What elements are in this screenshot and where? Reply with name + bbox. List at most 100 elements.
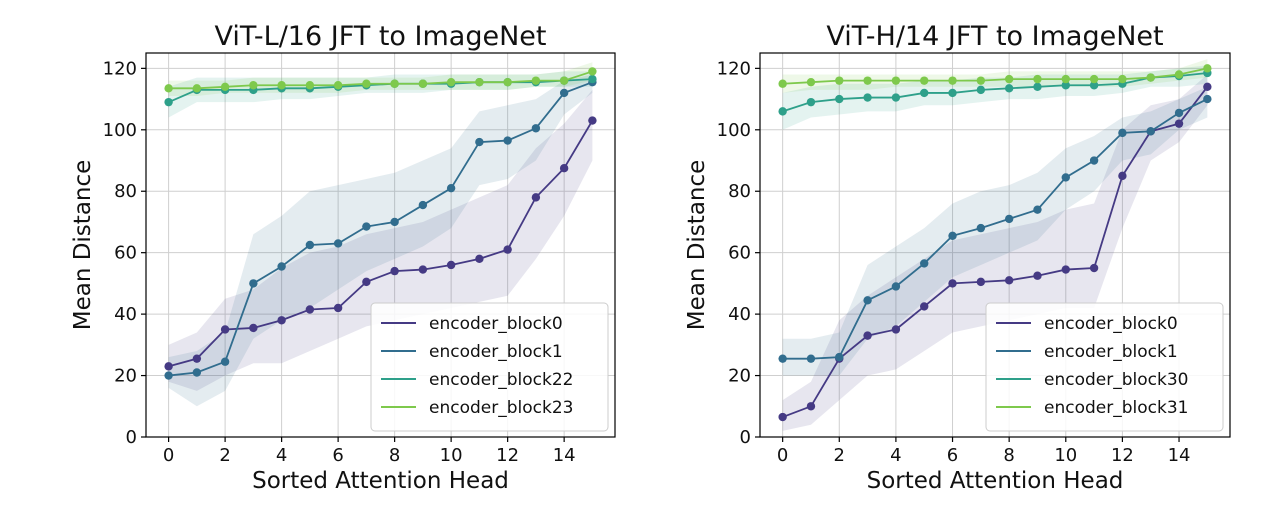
data-point-encoder_block0-14	[559, 164, 569, 173]
data-point-encoder_block1-10	[1061, 173, 1070, 182]
x-tick-label: 4	[276, 445, 287, 466]
data-point-encoder_block1-9	[1033, 205, 1042, 214]
x-tick-label: 0	[163, 445, 174, 466]
data-point-encoder_block31-11	[1089, 74, 1099, 84]
legend-label: encoder_block31	[1044, 398, 1188, 418]
data-point-encoder_block0-5	[920, 302, 929, 311]
data-point-encoder_block31-5	[920, 76, 929, 85]
data-point-encoder_block31-6	[948, 76, 957, 85]
data-point-encoder_block22-15	[588, 74, 597, 84]
x-tick-label: 10	[1054, 445, 1077, 466]
y-tick-label: 40	[728, 304, 751, 325]
x-tick-label: 6	[332, 445, 343, 466]
y-tick-label: 20	[728, 366, 751, 387]
data-point-encoder_block1-5	[920, 259, 929, 268]
data-point-encoder_block31-10	[1061, 74, 1070, 84]
data-point-encoder_block1-13	[1146, 127, 1155, 136]
data-point-encoder_block0-9	[418, 265, 428, 274]
data-point-encoder_block31-2	[835, 76, 844, 85]
data-point-encoder_block30-0	[778, 107, 787, 116]
data-point-encoder_block31-15	[1203, 64, 1212, 73]
data-point-encoder_block0-10	[1061, 265, 1070, 274]
data-point-encoder_block0-0	[164, 362, 173, 371]
series-line-encoder_block23	[168, 70, 593, 90]
data-point-encoder_block30-2	[835, 94, 844, 104]
data-point-encoder_block30-6	[948, 88, 957, 98]
data-point-encoder_block31-12	[1118, 74, 1127, 84]
data-point-encoder_block30-5	[920, 88, 929, 98]
chart-panel-1: 0 2 4 6 8 10 12 14 0 20 40 60 80 100 120 ViT-L/16 JFT t…	[70, 21, 616, 494]
legend-label: encoder_block1	[1044, 342, 1178, 362]
x-tick-label: 4	[890, 445, 901, 466]
data-point-encoder_block23-13	[531, 76, 541, 85]
series-line-encoder_block31	[782, 67, 1208, 85]
data-point-encoder_block31-0	[778, 79, 787, 88]
data-point-encoder_block0-7	[362, 277, 371, 287]
data-point-encoder_block0-4	[891, 325, 901, 334]
data-point-encoder_block1-6	[333, 239, 343, 248]
series-band-encoder_block1	[782, 86, 1208, 376]
series-band-encoder_block0	[782, 74, 1208, 431]
data-point-encoder_block31-8	[1004, 74, 1014, 84]
data-point-encoder_block1-10	[446, 183, 456, 193]
x-axis-label: Sorted Attention Head	[867, 468, 1124, 494]
chart-title: ViT-L/16 JFT to ImageNet	[215, 21, 547, 52]
data-point-encoder_block22-0	[164, 97, 173, 107]
y-tick-label: 40	[114, 304, 137, 325]
legend-box	[985, 302, 1224, 432]
data-point-encoder_block0-0	[778, 412, 787, 422]
data-point-encoder_block1-1	[806, 354, 816, 363]
y-tick-label: 20	[114, 366, 137, 387]
data-point-encoder_block0-15	[588, 116, 597, 125]
data-point-encoder_block1-2	[220, 357, 230, 366]
legend-label: encoder_block0	[429, 314, 563, 334]
data-point-encoder_block23-15	[588, 67, 597, 76]
data-point-encoder_block31-13	[1146, 73, 1155, 82]
y-tick-label: 100	[717, 120, 751, 141]
data-point-encoder_block30-8	[1004, 84, 1014, 93]
data-point-encoder_block31-7	[976, 76, 986, 85]
series-line-encoder_block0	[168, 120, 594, 368]
data-point-encoder_block0-1	[806, 402, 816, 411]
data-point-encoder_block30-7	[976, 85, 986, 95]
data-point-encoder_block23-1	[192, 84, 202, 93]
data-point-encoder_block0-2	[220, 325, 230, 334]
data-point-encoder_block23-11	[475, 77, 484, 87]
legend-box	[370, 302, 609, 432]
data-point-encoder_block0-12	[503, 245, 512, 254]
y-tick-label: 120	[103, 58, 137, 79]
data-point-encoder_block30-1	[806, 97, 816, 107]
data-point-encoder_block0-10	[446, 260, 456, 270]
chart-title: ViT-H/14 JFT to ImageNet	[826, 21, 1163, 52]
data-point-encoder_block1-6	[948, 231, 957, 240]
legend-label: encoder_block23	[429, 398, 573, 418]
data-point-encoder_block31-4	[891, 76, 901, 85]
series-band-encoder_block1	[168, 74, 593, 407]
data-point-encoder_block0-7	[976, 277, 986, 287]
data-point-encoder_block1-13	[531, 124, 541, 133]
data-point-encoder_block23-5	[305, 81, 315, 90]
x-tick-label: 12	[496, 445, 519, 466]
data-point-encoder_block30-4	[891, 93, 901, 102]
data-point-encoder_block23-0	[164, 84, 173, 93]
data-point-encoder_block1-11	[475, 137, 484, 147]
x-tick-label: 14	[553, 445, 576, 466]
series-line-encoder_block1	[168, 81, 593, 377]
data-point-encoder_block1-0	[778, 354, 787, 363]
data-point-encoder_block1-3	[863, 296, 872, 305]
x-tick-label: 2	[834, 445, 845, 466]
data-point-encoder_block1-14	[1174, 108, 1184, 118]
chart-panel-2: 0 2 4 6 8 10 12 14 0 20 40 60 80 100 120 ViT-H/14 JFT t…	[684, 21, 1231, 494]
data-point-encoder_block23-9	[418, 79, 428, 88]
data-point-encoder_block23-8	[390, 79, 399, 88]
legend-label: encoder_block0	[1044, 314, 1178, 334]
data-point-encoder_block0-12	[1118, 171, 1127, 181]
y-tick-label: 60	[114, 243, 137, 264]
x-tick-label: 10	[440, 445, 463, 466]
x-axis-label: Sorted Attention Head	[252, 468, 509, 494]
y-axis-label: Mean Distance	[70, 160, 96, 331]
series-line-encoder_block0	[782, 86, 1209, 418]
data-point-encoder_block0-1	[192, 354, 202, 363]
data-point-encoder_block1-5	[305, 240, 315, 250]
data-point-encoder_block31-3	[863, 76, 872, 85]
